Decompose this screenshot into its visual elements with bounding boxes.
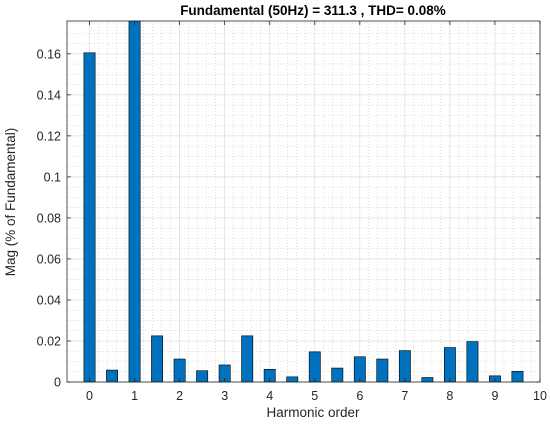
- y-tick-label: 0.02: [37, 334, 61, 348]
- bar-1: [128, 20, 141, 383]
- y-axis-label: Mag (% of Fundamental): [3, 128, 18, 277]
- plot-area: [67, 21, 540, 382]
- y-tick-label: 0: [54, 376, 61, 390]
- bar-1.5: [151, 335, 164, 383]
- bar-4.5: [286, 376, 299, 383]
- x-tick-label: 2: [176, 389, 183, 403]
- y-tick-label: 0.04: [37, 293, 61, 307]
- x-tick-label: 10: [533, 389, 547, 403]
- y-tick-label: 0.14: [37, 88, 61, 102]
- x-tick-label: 3: [221, 389, 228, 403]
- bar-2.5: [196, 370, 209, 383]
- y-tick-label: 0.08: [37, 211, 61, 225]
- bar-9.5: [511, 371, 524, 383]
- y-tick-label: 0.1: [44, 170, 61, 184]
- x-tick-label: 1: [131, 389, 138, 403]
- minor-grid: [67, 21, 540, 382]
- bar-8: [443, 347, 456, 383]
- y-tick-label: 0.06: [37, 252, 61, 266]
- x-tick-label: 4: [266, 389, 273, 403]
- bar-8.5: [466, 341, 479, 383]
- x-tick-label: 6: [356, 389, 363, 403]
- bar-5: [308, 351, 321, 383]
- bar-0: [83, 52, 96, 383]
- bar-7.5: [421, 377, 434, 383]
- x-tick-label: 5: [311, 389, 318, 403]
- bar-7: [398, 350, 411, 383]
- bar-5.5: [331, 367, 344, 383]
- plot-border: [66, 20, 541, 383]
- x-tick-label: 7: [401, 389, 408, 403]
- x-tick-labels: 0 1 2 3 4 5 6 7 8 9 10: [86, 389, 547, 403]
- bar-0.5: [106, 369, 118, 383]
- x-tick-label: 8: [446, 389, 453, 403]
- y-tick-label: 0.16: [37, 47, 61, 61]
- y-tick-label: 0.12: [37, 129, 61, 143]
- y-tick-labels: 0 0.02 0.04 0.06 0.08 0.1 0.12 0.14 0.16: [37, 47, 61, 389]
- x-tick-label: 9: [491, 389, 498, 403]
- bar-3.5: [241, 335, 254, 383]
- bar-6.5: [376, 358, 389, 383]
- axis-ticks: [67, 21, 541, 383]
- x-tick-label: 0: [86, 389, 93, 403]
- x-axis-label: Harmonic order: [266, 405, 360, 420]
- chart-title: Fundamental (50Hz) = 311.3 , THD= 0.08%: [180, 3, 446, 18]
